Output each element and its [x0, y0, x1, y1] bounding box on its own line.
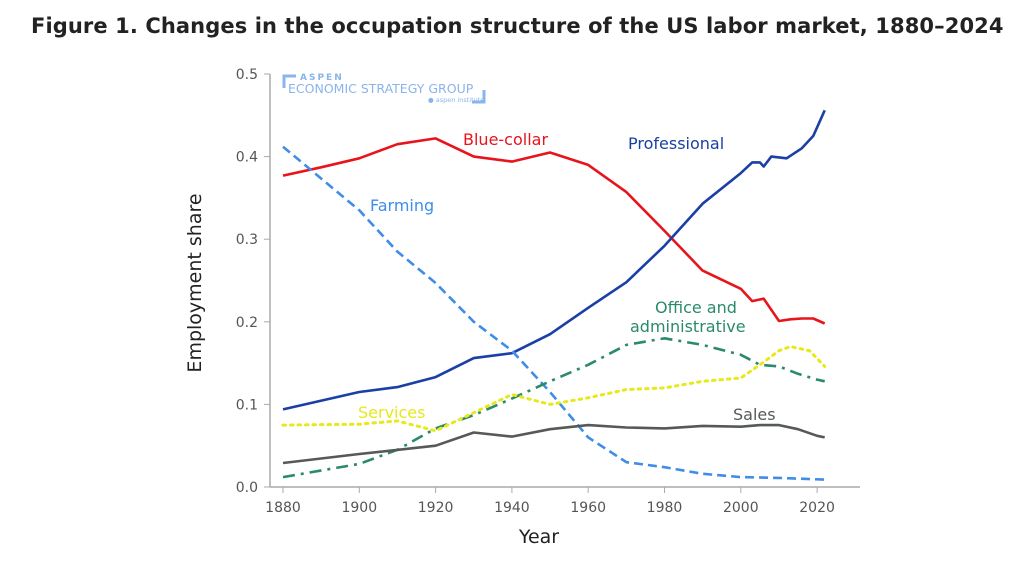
- series-label: Professional: [628, 134, 724, 153]
- x-tick-label: 2020: [799, 500, 835, 516]
- x-axis-label: Year: [518, 526, 559, 548]
- series-line-professional: [282, 109, 826, 411]
- series-line-services: [281, 345, 827, 433]
- x-tick-label: 2000: [723, 500, 759, 516]
- series-line-farming: [282, 145, 825, 481]
- y-tick-label: 0.4: [236, 150, 258, 166]
- svg-text:● aspen institute: ● aspen institute: [428, 96, 484, 104]
- x-tick-label: 1940: [494, 500, 530, 516]
- x-tick-label: 1960: [570, 500, 606, 516]
- series-line-sales: [282, 423, 825, 465]
- x-tick-label: 1880: [265, 500, 301, 516]
- series-line-office-and-administrative: [282, 337, 825, 479]
- x-tick-label: 1980: [647, 500, 683, 516]
- y-tick-label: 0.3: [236, 232, 258, 248]
- series-label: Sales: [733, 405, 776, 424]
- y-tick-label: 0.0: [236, 480, 258, 496]
- y-axis-label: Employment share: [184, 193, 206, 372]
- x-tick-label: 1900: [341, 500, 377, 516]
- y-tick-label: 0.2: [236, 315, 258, 331]
- svg-text:ECONOMIC STRATEGY GROUP: ECONOMIC STRATEGY GROUP: [288, 81, 474, 96]
- figure-title: Figure 1. Changes in the occupation stru…: [31, 14, 1004, 38]
- aspen-logo: ASPEN ECONOMIC STRATEGY GROUP ● aspen in…: [282, 73, 486, 104]
- series-label: Blue-collar: [463, 130, 548, 149]
- series-line-blue-collar: [282, 137, 826, 325]
- series-label: Office and administrative: [630, 298, 746, 336]
- series-label: Farming: [370, 196, 434, 215]
- svg-text:ASPEN: ASPEN: [300, 73, 344, 83]
- x-tick-label: 1920: [418, 500, 454, 516]
- y-tick-label: 0.5: [236, 67, 258, 83]
- series-label: Services: [358, 403, 425, 422]
- y-tick-label: 0.1: [236, 397, 258, 413]
